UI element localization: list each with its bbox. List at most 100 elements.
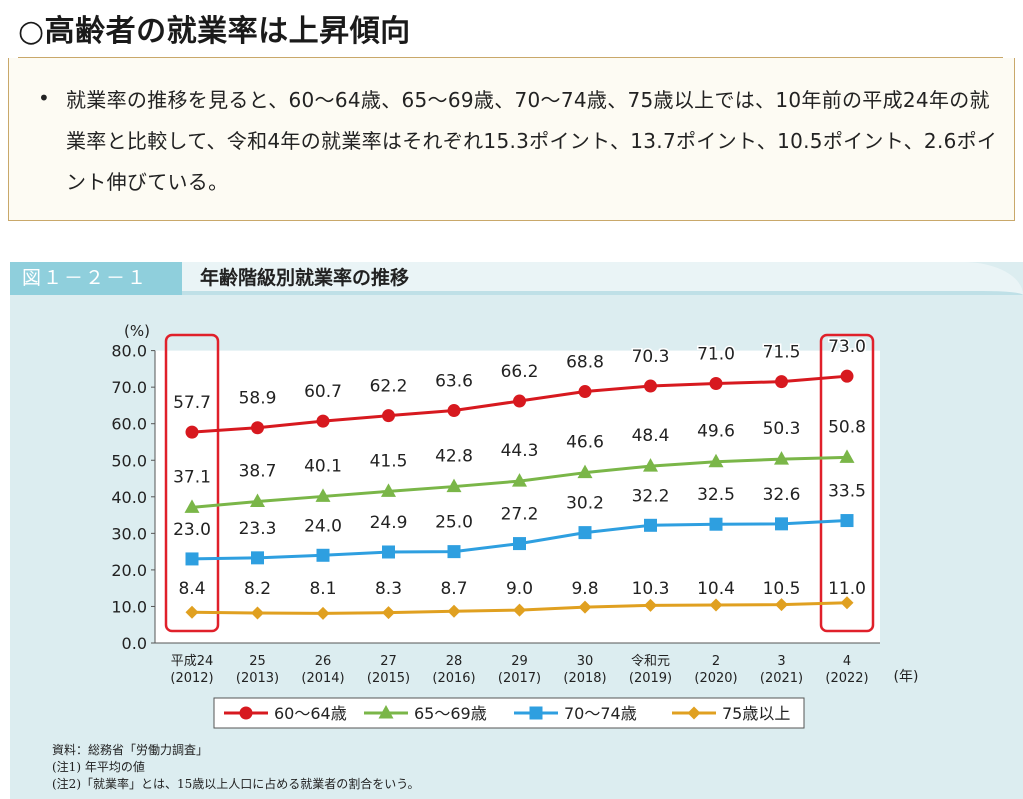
x-tick-label: 25 [249, 654, 266, 669]
data-label: 9.0 [506, 579, 533, 599]
y-tick-label: 40.0 [111, 488, 147, 507]
legend-marker [687, 706, 701, 720]
data-point [251, 606, 264, 620]
data-point [774, 451, 789, 465]
data-label: 25.0 [435, 513, 473, 533]
data-point [382, 545, 395, 559]
data-point [447, 604, 461, 618]
y-tick-label: 10.0 [111, 597, 147, 616]
data-label: 38.7 [239, 462, 277, 482]
data-label: 33.5 [828, 482, 866, 502]
data-label: 40.1 [304, 456, 342, 476]
y-tick-label: 20.0 [111, 561, 147, 580]
x-tick-year: (2017) [498, 671, 541, 686]
y-tick-label: 80.0 [111, 342, 147, 361]
data-label: 37.1 [173, 467, 211, 487]
y-tick-label: 30.0 [111, 524, 147, 543]
data-point [382, 606, 395, 620]
data-point [185, 605, 199, 619]
y-tick-label: 60.0 [111, 415, 147, 434]
legend-label: 70～74歳 [564, 704, 637, 723]
y-axis-unit: (%) [124, 322, 150, 340]
summary-text: 就業率の推移を見ると、60～64歳、65～69歳、70～74歳、75歳以上では、… [66, 88, 998, 194]
note-1: (注1) 年平均の値 [52, 760, 145, 774]
data-point [512, 473, 527, 487]
data-label: 50.8 [828, 417, 866, 437]
data-label: 32.5 [697, 485, 735, 505]
x-tick-label: 26 [315, 654, 332, 669]
data-label: 42.8 [435, 447, 473, 467]
x-tick-year: (2018) [563, 671, 606, 686]
data-label: 73.0 [828, 337, 866, 357]
data-point [839, 449, 855, 463]
heading-divider [18, 57, 1003, 58]
legend-label: 75歳以上 [722, 704, 790, 723]
data-label: 10.5 [763, 579, 801, 599]
x-tick-label: 平成24 [171, 654, 214, 669]
highlight-box [819, 333, 875, 633]
data-point [184, 499, 200, 513]
data-label: 46.6 [566, 433, 604, 453]
data-label: 68.8 [566, 353, 604, 373]
x-tick-year: (2020) [694, 671, 737, 686]
data-point [447, 404, 461, 418]
x-tick-year: (2022) [825, 671, 868, 686]
data-label: 62.2 [370, 377, 408, 397]
data-point [185, 425, 199, 439]
legend-label: 65～69歳 [414, 704, 487, 723]
section-heading: ○高齢者の就業率は上昇傾向 [18, 14, 411, 49]
data-point [250, 493, 265, 508]
data-label: 41.5 [370, 451, 408, 471]
data-point [709, 376, 723, 390]
data-label: 57.7 [173, 393, 211, 413]
x-tick-label: 28 [446, 654, 463, 669]
x-tick-label: 2 [712, 654, 720, 669]
data-label: 70.3 [632, 347, 670, 367]
data-point [251, 551, 264, 565]
note-2: (注2)「就業率」とは、15歳以上人口に占める就業者の割合をいう。 [52, 777, 420, 791]
data-point [381, 483, 396, 497]
x-tick-label: 29 [511, 654, 528, 669]
data-point [316, 548, 330, 562]
data-point [709, 598, 723, 612]
data-label: 49.6 [697, 422, 735, 442]
data-point [316, 414, 330, 428]
y-tick-label: 70.0 [111, 378, 147, 397]
x-axis-unit: (年) [894, 669, 919, 685]
x-tick-label: 27 [380, 654, 397, 669]
figure-number: 図１－２－１ [10, 262, 182, 295]
data-point [578, 385, 592, 399]
data-label: 9.8 [571, 579, 598, 599]
data-point [644, 598, 657, 612]
data-point [775, 517, 788, 531]
legend-label: 60～64歳 [274, 704, 347, 723]
data-point [447, 545, 461, 559]
data-label: 8.2 [244, 579, 271, 599]
data-point [775, 598, 788, 612]
data-label: 32.6 [763, 485, 801, 505]
data-label: 30.2 [566, 494, 604, 514]
data-label: 48.4 [632, 426, 670, 446]
data-point [644, 518, 657, 532]
data-point [840, 596, 854, 610]
summary-bullet: • [38, 86, 50, 110]
data-label: 63.6 [435, 372, 473, 392]
data-label: 58.9 [239, 389, 277, 409]
highlight-box [164, 333, 220, 633]
data-label: 24.9 [370, 513, 408, 533]
data-point [513, 537, 526, 551]
data-label: 10.3 [632, 579, 670, 599]
data-label: 71.5 [763, 343, 801, 363]
x-tick-year: (2013) [236, 671, 279, 686]
y-tick-label: 0.0 [122, 634, 147, 653]
x-tick-label: 令和元 [631, 654, 670, 669]
data-point [709, 517, 723, 531]
x-tick-label: 4 [843, 654, 851, 669]
notes: 資料：総務省「労働力調査」 (注1) 年平均の値 (注2)「就業率」とは、15歳… [52, 742, 420, 793]
legend-marker [529, 706, 543, 720]
data-point [644, 379, 657, 393]
data-label: 23.0 [173, 520, 211, 540]
data-label: 44.3 [501, 441, 539, 461]
data-label: 60.7 [304, 382, 342, 402]
